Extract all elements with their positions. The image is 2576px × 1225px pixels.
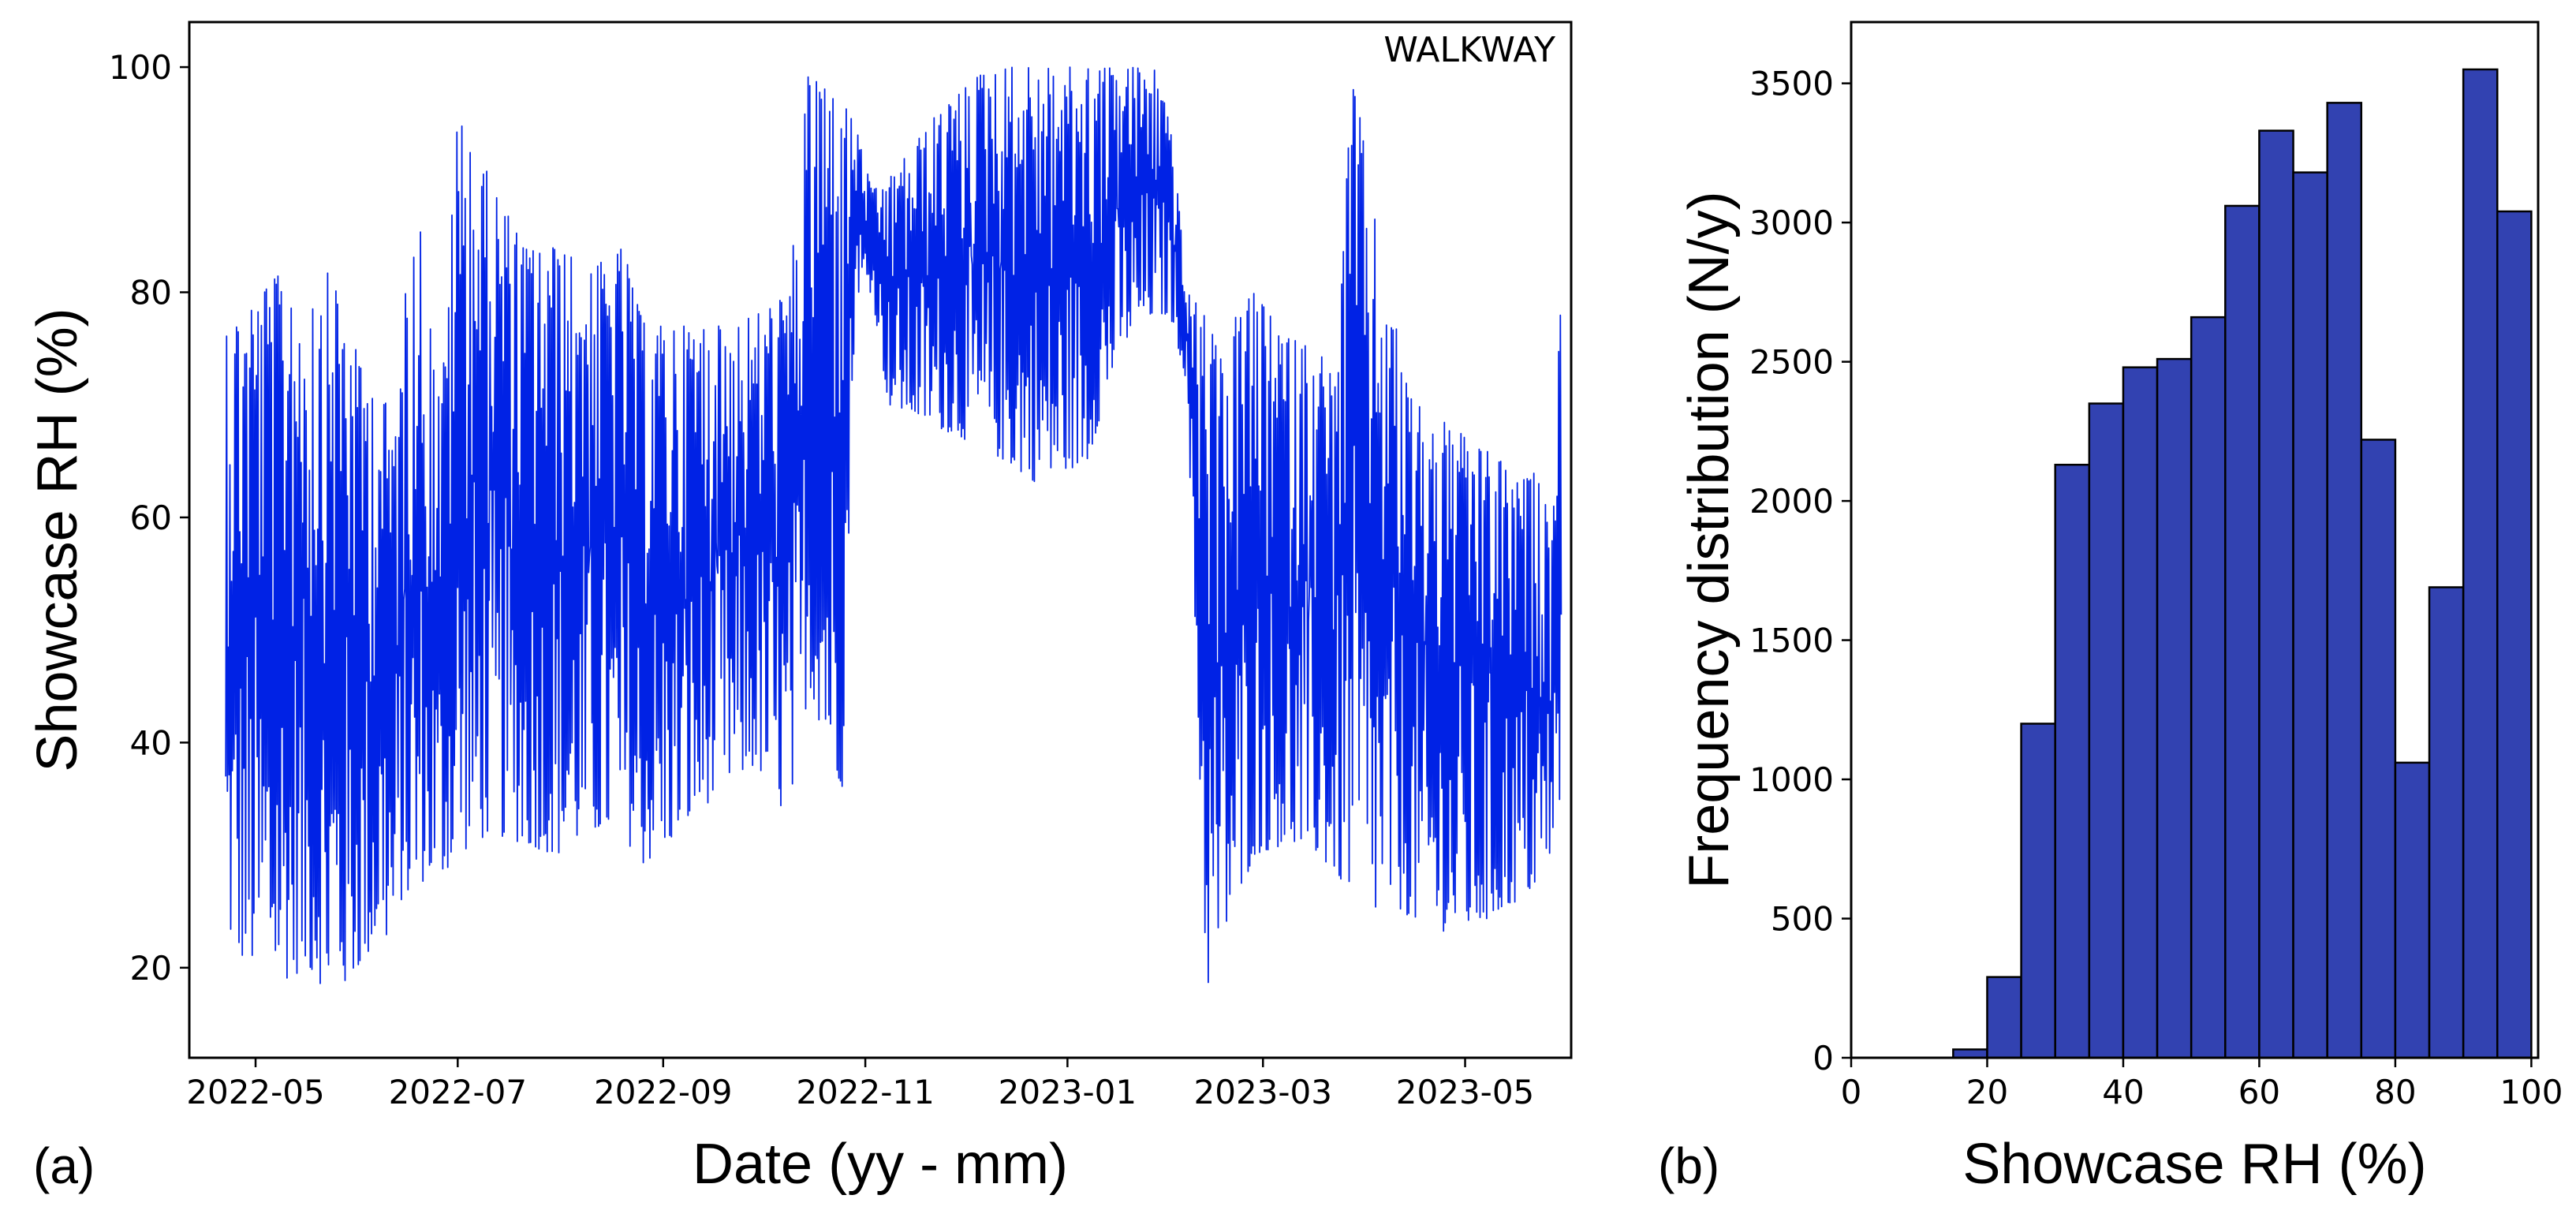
histogram-bar [2394, 761, 2431, 1059]
histogram-bar [2292, 171, 2328, 1059]
histogram-x-tick-label: 20 [1966, 1073, 2008, 1111]
histogram-bar [2088, 402, 2125, 1059]
histogram-bar [2156, 357, 2193, 1059]
time-series-x-tick-label: 2023-05 [1396, 1073, 1535, 1111]
histogram-bar [2258, 129, 2294, 1059]
histogram-y-axis-label: Frequency distribution (N/y) [1678, 191, 1741, 888]
histogram-y-tick-label: 2000 [1749, 482, 1834, 521]
histogram-x-tick-label: 60 [2238, 1073, 2280, 1111]
histogram-x-tick-label: 0 [1841, 1073, 1862, 1111]
histogram-bar [2360, 439, 2397, 1059]
histogram-y-tick-label: 500 [1771, 900, 1834, 939]
histogram-bar [2462, 68, 2499, 1059]
time-series-x-tick-label: 2023-01 [999, 1073, 1137, 1111]
time-series-x-tick-label: 2023-03 [1194, 1073, 1333, 1111]
time-series-x-tick-label: 2022-07 [389, 1073, 528, 1111]
histogram-bar [1952, 1048, 1988, 1059]
histogram-bar [2326, 102, 2363, 1059]
time-series-plot-frame [188, 21, 1573, 1059]
histogram-bar [2020, 723, 2056, 1059]
panel-b-label: (b) [1658, 1137, 1719, 1194]
histogram-x-axis: 0 20 40 60 80 100 [1841, 1058, 2563, 1111]
time-series-x-tick-label: 2022-09 [594, 1073, 733, 1111]
time-series-y-axis: 20 40 60 80 100 [109, 48, 189, 988]
histogram-bar [2190, 316, 2227, 1059]
histogram-bar [2224, 204, 2261, 1059]
histogram-bar [2122, 366, 2159, 1059]
histogram-plot-frame [1850, 21, 2540, 1059]
histogram-x-tick-label: 100 [2499, 1073, 2563, 1111]
histogram-y-tick-label: 3000 [1749, 204, 1834, 242]
histogram-y-tick-label: 3500 [1749, 65, 1834, 103]
panel-a-label: (a) [33, 1137, 95, 1194]
histogram-y-tick-label: 2500 [1749, 343, 1834, 382]
histogram-y-tick-label: 1500 [1749, 622, 1834, 660]
histogram-chart: 0 20 40 60 80 100 0 500 1000 1500 2000 2500 3000 350… [1658, 21, 2563, 1196]
time-series-y-tick-label: 80 [130, 274, 172, 312]
histogram-bar [2496, 210, 2533, 1059]
histogram-bar [1986, 976, 2022, 1059]
time-series-y-tick-label: 100 [109, 48, 172, 87]
time-series-x-tick-label: 2022-05 [186, 1073, 325, 1111]
histogram-bar [2054, 463, 2091, 1059]
time-series-y-axis-label: Showcase RH (%) [26, 308, 89, 771]
walkway-annotation: WALKWAY [1383, 30, 1555, 70]
time-series-x-axis-label: Date (yy - mm) [693, 1133, 1068, 1196]
time-series-x-tick-label: 2022-11 [796, 1073, 935, 1111]
time-series-y-tick-label: 20 [130, 949, 172, 988]
histogram-x-axis-label: Showcase RH (%) [1962, 1133, 2426, 1196]
histogram-bars [1952, 68, 2533, 1059]
histogram-x-tick-label: 40 [2102, 1073, 2144, 1111]
time-series-x-axis: 2022-05 2022-07 2022-09 2022-11 2023-01 2023-… [186, 1058, 1534, 1111]
histogram-y-axis: 0 500 1000 1500 2000 2500 3000 3500 [1749, 65, 1851, 1077]
time-series-y-tick-label: 40 [130, 723, 172, 762]
time-series-chart: 2022-05 2022-07 2022-09 2022-11 2023-01 2023-… [26, 21, 1573, 1196]
histogram-y-tick-label: 1000 [1749, 760, 1834, 799]
histogram-y-tick-label: 0 [1813, 1039, 1834, 1077]
rh-time-series [225, 66, 1562, 984]
rh-series-line [225, 66, 1562, 984]
histogram-bar [2428, 586, 2465, 1059]
histogram-x-tick-label: 80 [2374, 1073, 2416, 1111]
time-series-y-tick-label: 60 [130, 499, 172, 537]
